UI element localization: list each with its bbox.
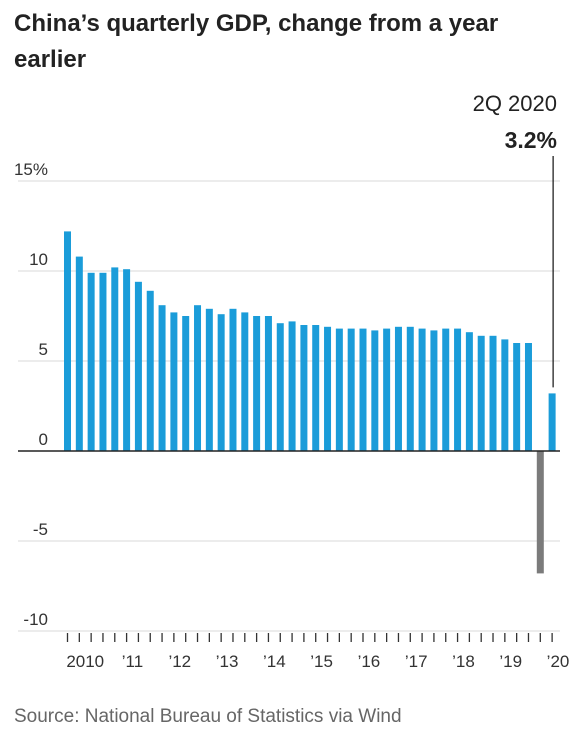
annotation-value: 3.2% bbox=[505, 127, 557, 153]
gdp-bar-chart: 15% 10 5 0 -5 -10 2010 ’11 ’12 ’13 ’14 ’15 ’16 ’17 ’1… bbox=[14, 91, 569, 671]
y-tick-label: -5 bbox=[33, 520, 48, 539]
bar bbox=[99, 272, 107, 451]
bar bbox=[146, 290, 154, 451]
bar bbox=[64, 231, 71, 451]
bar bbox=[194, 305, 202, 451]
bar bbox=[335, 328, 343, 451]
bar bbox=[442, 328, 450, 451]
annotation-period: 2Q 2020 bbox=[473, 91, 557, 116]
bar bbox=[418, 328, 426, 451]
x-tick-label: ’20 bbox=[547, 652, 570, 671]
bar bbox=[217, 314, 225, 451]
bar bbox=[158, 305, 166, 451]
bar bbox=[430, 330, 438, 451]
bar bbox=[253, 316, 261, 451]
bar bbox=[87, 272, 95, 451]
bar bbox=[312, 325, 320, 451]
bar bbox=[229, 308, 237, 451]
bar bbox=[501, 339, 509, 451]
bar bbox=[371, 330, 379, 451]
bar bbox=[406, 326, 414, 451]
bar bbox=[241, 312, 249, 451]
x-tick-label: ’12 bbox=[168, 652, 191, 671]
bar bbox=[477, 335, 485, 451]
gridlines: 15% 10 5 0 -5 -10 bbox=[14, 160, 560, 632]
x-tick-label: ’13 bbox=[216, 652, 239, 671]
bar bbox=[489, 335, 497, 451]
bar bbox=[394, 326, 402, 451]
bar bbox=[324, 326, 332, 451]
bar bbox=[170, 312, 178, 451]
bars bbox=[18, 231, 560, 574]
bar bbox=[454, 328, 462, 451]
x-tick-label: ’14 bbox=[263, 652, 286, 671]
source-note: Source: National Bureau of Statistics vi… bbox=[14, 706, 402, 727]
x-tick-label: ’16 bbox=[358, 652, 381, 671]
y-tick-label: -10 bbox=[23, 610, 48, 629]
bar bbox=[347, 328, 355, 451]
x-tick-label: ’17 bbox=[405, 652, 428, 671]
bar bbox=[536, 451, 544, 574]
x-axis: 2010 ’11 ’12 ’13 ’14 ’15 ’16 ’17 ’18 ’19 ’20 bbox=[66, 633, 569, 671]
bar bbox=[123, 269, 131, 451]
x-tick-label: ’15 bbox=[310, 652, 333, 671]
bar bbox=[383, 328, 391, 451]
bar bbox=[288, 321, 296, 451]
annotation: 2Q 2020 3.2% bbox=[473, 91, 557, 388]
y-tick-label: 15% bbox=[14, 160, 48, 179]
bar bbox=[182, 316, 190, 451]
y-tick-label: 10 bbox=[29, 250, 48, 269]
bar bbox=[465, 332, 473, 451]
bar bbox=[134, 281, 142, 451]
bar bbox=[111, 267, 119, 451]
x-tick-label: ’18 bbox=[452, 652, 475, 671]
y-tick-label: 5 bbox=[39, 340, 48, 359]
bar bbox=[524, 343, 532, 451]
bar bbox=[264, 316, 272, 451]
y-tick-label: 0 bbox=[39, 430, 48, 449]
bar bbox=[300, 325, 308, 451]
bar bbox=[359, 328, 367, 451]
chart-title: China’s quarterly GDP, change from a yea… bbox=[14, 10, 499, 73]
x-tick-label: ’19 bbox=[499, 652, 522, 671]
bar bbox=[276, 323, 284, 451]
x-tick-label: ’11 bbox=[122, 652, 143, 671]
bar bbox=[205, 308, 213, 451]
x-tick-label: 2010 bbox=[66, 652, 104, 671]
bar bbox=[548, 393, 556, 451]
bar bbox=[75, 256, 83, 451]
bar bbox=[513, 343, 521, 451]
